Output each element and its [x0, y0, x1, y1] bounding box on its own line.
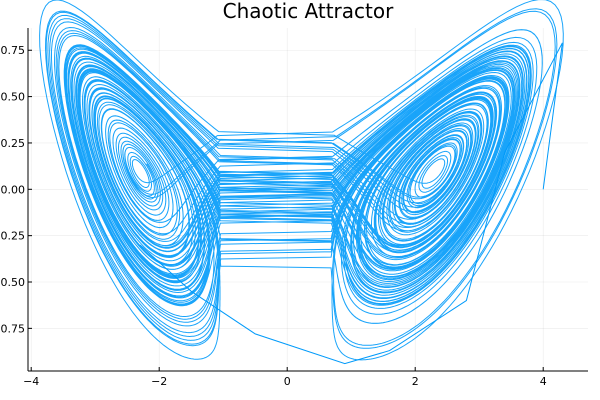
y-tick-label: 0.25	[1, 137, 26, 150]
y-tick-label: 0.50	[1, 91, 26, 104]
axes	[27, 28, 588, 372]
y-tick-label: −0.50	[0, 276, 25, 289]
y-tick-labels: −0.75 −0.50 −0.25 0.00 0.25 0.50 0.75	[0, 44, 25, 335]
excursion-line	[139, 42, 563, 365]
trajectory-line	[39, 0, 564, 361]
chart-title: Chaotic Attractor	[223, 0, 394, 23]
x-tick-label: −2	[151, 375, 167, 388]
x-tick-label: 0	[284, 375, 291, 388]
y-tick-label: −0.75	[0, 322, 25, 335]
x-tick-label: −4	[23, 375, 39, 388]
y-tick-label: 0.00	[1, 183, 26, 196]
series-lines	[39, 0, 564, 365]
y-tick-label: −0.25	[0, 230, 25, 243]
y-tick-label: 0.75	[1, 44, 26, 57]
x-tick-label: 4	[540, 375, 547, 388]
x-tick-label: 2	[412, 375, 419, 388]
x-tick-labels: −4 −2 0 2 4	[23, 375, 547, 388]
